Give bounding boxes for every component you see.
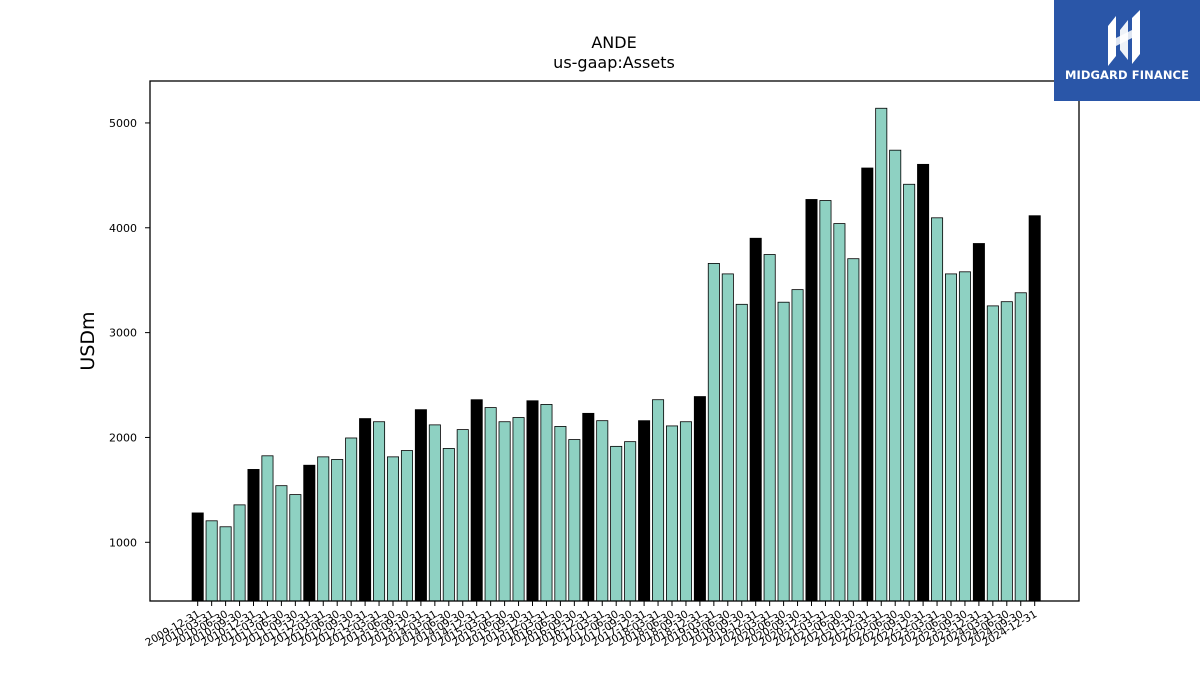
bar-2018-06-30 (666, 425, 679, 602)
bar-2020-03-31 (763, 254, 776, 602)
bar-2012-06-30 (331, 459, 344, 602)
bar-2016-06-30 (554, 426, 567, 602)
bar-2016-12-31 (582, 412, 595, 602)
bar-2015-09-30 (512, 417, 525, 602)
plot-area-frame (149, 80, 1080, 602)
bar-2012-12-31 (359, 418, 372, 602)
bar-2012-09-30 (345, 437, 358, 602)
bar-2014-12-31 (470, 399, 483, 602)
y-axis-ticks: 1000 2000 3000 4000 5000 (109, 117, 150, 549)
bar-2017-09-30 (624, 441, 637, 602)
bar-2010-09-30 (233, 504, 246, 602)
bar-2011-03-31 (261, 455, 274, 602)
midgard-logo-icon (1108, 10, 1140, 66)
bar-2020-09-30 (791, 289, 804, 602)
bar-2014-06-30 (442, 448, 455, 602)
bar-2019-09-30 (735, 303, 748, 602)
y-tick-label: 5000 (109, 117, 137, 130)
bar-2014-09-30 (456, 429, 469, 602)
bar-2021-06-30 (833, 223, 846, 602)
bar-2024-06-30 (1000, 301, 1013, 602)
bar-2021-12-31 (861, 167, 874, 602)
chart-subtitle: us-gaap:Assets (553, 53, 675, 72)
y-tick-label: 1000 (109, 536, 137, 549)
bar-2024-09-30 (1014, 292, 1027, 602)
bar-2010-06-30 (219, 526, 232, 602)
bar-2023-12-31 (972, 243, 985, 602)
bar-2011-12-31 (303, 464, 316, 602)
bar-2015-03-31 (484, 407, 497, 602)
y-tick-label: 4000 (109, 222, 137, 235)
bar-2022-06-30 (889, 149, 902, 602)
bar-2019-03-31 (707, 263, 720, 602)
bar-2011-09-30 (289, 494, 302, 602)
bar-2019-06-30 (721, 273, 734, 602)
bar-2015-06-30 (498, 421, 511, 602)
bar-2014-03-31 (428, 424, 441, 602)
bar-2019-12-31 (749, 237, 762, 602)
bar-2011-06-30 (275, 485, 288, 602)
bar-2016-03-31 (540, 404, 553, 602)
bar-2015-12-31 (526, 400, 539, 602)
bar-2009-12-31 (191, 512, 204, 602)
bar-2012-03-31 (317, 456, 330, 602)
bar-2010-12-31 (247, 469, 260, 602)
bar-2024-03-31 (986, 305, 999, 602)
chart-title: ANDE (591, 33, 636, 52)
bar-2020-12-31 (805, 199, 818, 602)
bar-2020-06-30 (777, 301, 790, 602)
x-axis-ticks: 2009-12-312010-03-312010-06-302010-09-30… (143, 601, 1039, 649)
bar-2013-03-31 (373, 421, 386, 602)
bar-2022-09-30 (903, 183, 916, 602)
bar-2017-06-30 (610, 445, 623, 602)
bar-2018-03-31 (652, 399, 665, 602)
bar-2022-12-31 (917, 163, 930, 602)
bar-2023-06-30 (945, 273, 958, 602)
midgard-finance-logo: MIDGARD FINANCE (1054, 0, 1200, 101)
bar-2018-12-31 (693, 396, 706, 602)
bar-2018-09-30 (679, 421, 692, 602)
bar-2016-09-30 (568, 439, 581, 602)
bar-2023-03-31 (931, 217, 944, 602)
bar-2013-06-30 (386, 456, 399, 602)
bar-2022-03-31 (875, 107, 888, 602)
bar-2021-03-31 (819, 200, 832, 602)
bar-2017-12-31 (638, 420, 651, 602)
bar-series (191, 107, 1041, 602)
bar-2023-09-30 (958, 271, 971, 602)
bar-2021-09-30 (847, 258, 860, 602)
bar-2010-03-31 (205, 520, 218, 602)
brand-name: MIDGARD FINANCE (1064, 68, 1190, 82)
bar-2013-09-30 (400, 450, 413, 602)
bar-2024-12-31 (1028, 215, 1041, 602)
y-tick-label: 3000 (109, 327, 137, 340)
y-tick-label: 2000 (109, 431, 137, 444)
bar-2017-03-31 (596, 420, 609, 602)
y-axis-label: USDm (77, 311, 99, 370)
bar-2013-12-31 (414, 409, 427, 602)
